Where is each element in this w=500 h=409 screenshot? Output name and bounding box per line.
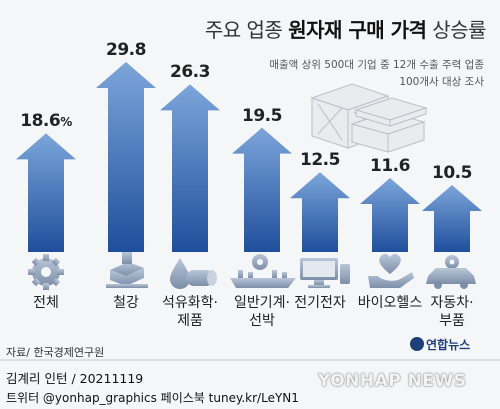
value-label: 26.3 — [170, 62, 210, 83]
social-line: 트위터 @yonhap_graphics 페이스북 tuney.kr/LeYN1 — [6, 391, 299, 405]
arrow-bar — [96, 62, 156, 252]
monitor-icon — [300, 258, 350, 288]
arrow-bar — [232, 127, 292, 252]
arrow-bars — [16, 62, 482, 253]
brand-logo: 연합뉴스 — [410, 336, 470, 353]
arrow-bar — [16, 133, 76, 252]
brand-logo-icon — [410, 337, 424, 351]
category-label: 전체 — [33, 295, 59, 311]
category-label: 바이오헬스 — [357, 295, 423, 311]
heart-hand-icon — [368, 253, 414, 288]
credit-line: 김계리 인턴 / 20211119 — [6, 371, 144, 386]
chart-title: 주요 업종 원자재 구매 가격 상승률 — [204, 18, 487, 42]
gear-icon — [28, 254, 64, 290]
watermark: YONHAP NEWS — [318, 371, 467, 391]
source-note: 자료/ 한국경제연구원 — [6, 346, 105, 359]
car-gear-icon — [426, 255, 476, 289]
category-label: 전기전자 — [294, 295, 346, 311]
boxes-illustration — [310, 83, 428, 153]
petrochemical-icon — [170, 258, 217, 289]
chart-subtitle: 매출액 상위 500대 기업 중 12개 수출 주력 업종 100개사 대상 조… — [269, 59, 484, 88]
category-label: 일반기계· 선박 — [234, 295, 290, 329]
arrow-bar — [160, 84, 220, 253]
value-label: 19.5 — [242, 105, 282, 126]
value-label: 11.6 — [370, 156, 410, 177]
value-label: 10.5 — [432, 163, 472, 184]
value-label: 29.8 — [106, 40, 146, 60]
arrow-bar — [360, 178, 420, 252]
arrow-bar — [422, 185, 482, 252]
steel-icon — [106, 252, 148, 288]
category-label: 자동차· 부품 — [430, 295, 474, 329]
machinery-icon — [230, 254, 296, 288]
category-label: 석유화학· 제품 — [162, 295, 218, 329]
arrow-bar — [290, 172, 350, 252]
value-label: 18.6% — [20, 111, 72, 132]
value-label: 12.5 — [300, 150, 340, 171]
category-label: 철강 — [113, 295, 139, 311]
